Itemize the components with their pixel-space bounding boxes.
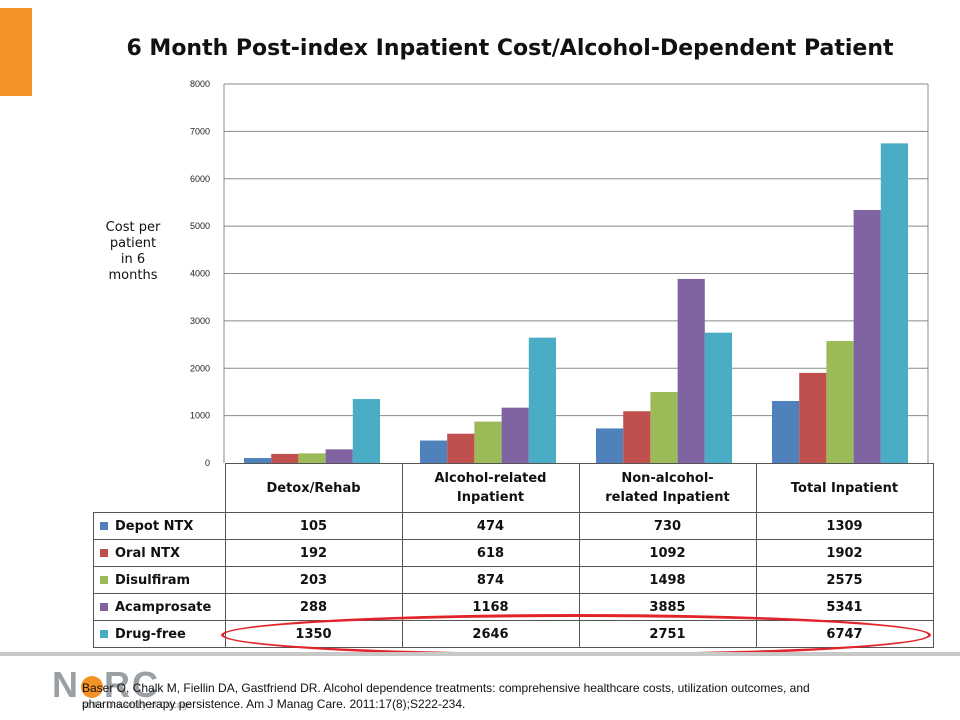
table-row: Disulfiram 203 874 1498 2575 — [93, 566, 934, 594]
logo-text-right: RC — [104, 664, 160, 705]
bar — [880, 143, 908, 463]
data-label: 288 — [224, 593, 403, 621]
y-tick-label: 4000 — [190, 269, 210, 279]
bar — [298, 453, 326, 463]
legend-swatch — [100, 603, 108, 611]
data-label: 618 — [401, 539, 580, 567]
bar — [244, 458, 272, 463]
data-label: 1092 — [578, 539, 757, 567]
data-label: 105 — [224, 512, 403, 540]
y-axis-label-line: Cost per — [105, 220, 161, 235]
legend-entry: Disulfiram — [93, 566, 226, 594]
legend-entry: Oral NTX — [93, 539, 226, 567]
y-tick-label: 5000 — [190, 221, 210, 231]
bar — [447, 433, 475, 463]
x-tick-label: Non-alcohol- related Inpatient — [578, 463, 757, 513]
bar — [704, 332, 732, 463]
x-tick-label: Alcohol-related Inpatient — [401, 463, 580, 513]
data-table: Detox/Rehab Alcohol-related Inpatient Non-… — [93, 463, 934, 648]
data-label: 474 — [401, 512, 580, 540]
bar — [474, 421, 502, 463]
table-row: Oral NTX 192 618 1092 1902 — [93, 539, 934, 567]
y-axis-label-line: in 6 months — [108, 252, 158, 283]
y-tick-label: 0 — [205, 458, 210, 468]
y-tick-label: 6000 — [190, 174, 210, 184]
y-tick-label: 8000 — [190, 79, 210, 89]
bar — [853, 209, 881, 463]
chart-title: 6 Month Post-index Inpatient Cost/Alcoho… — [126, 36, 894, 61]
bar — [826, 341, 854, 463]
x-tick-label: Total Inpatient — [755, 463, 934, 513]
bar — [772, 400, 800, 463]
y-tick-label: 1000 — [190, 411, 210, 421]
legend-entry: Depot NTX — [93, 512, 226, 540]
y-axis-label: Cost per patient in 6 months — [98, 220, 168, 284]
data-label: 192 — [224, 539, 403, 567]
y-axis-label-line: patient — [109, 236, 157, 251]
legend-swatch — [100, 522, 108, 530]
table-header-row: Detox/Rehab Alcohol-related Inpatient Non-… — [93, 463, 934, 513]
bar — [623, 411, 651, 463]
data-label: 730 — [578, 512, 757, 540]
legend-entry: Drug-free — [93, 620, 226, 648]
data-label: 2575 — [755, 566, 934, 594]
legend-entry: Acamprosate — [93, 593, 226, 621]
y-tick-label: 7000 — [190, 126, 210, 136]
data-label: 1902 — [755, 539, 934, 567]
x-tick-label: Detox/Rehab — [224, 463, 403, 513]
bar — [271, 453, 299, 463]
data-label: 203 — [224, 566, 403, 594]
bar — [352, 399, 380, 463]
accent-bar — [0, 8, 32, 96]
bar — [420, 440, 448, 463]
citation: Baser O, Chalk M, Fiellin DA, Gastfriend… — [82, 681, 810, 711]
norc-logo: N RC — [52, 664, 160, 706]
legend-swatch — [100, 549, 108, 557]
bar — [528, 337, 556, 463]
bar — [501, 407, 529, 463]
data-label: 874 — [401, 566, 580, 594]
bar — [650, 392, 678, 463]
highlight-oval — [221, 614, 931, 656]
data-label: 1309 — [755, 512, 934, 540]
table-corner — [93, 463, 226, 513]
table-row: Depot NTX 105 474 730 1309 — [93, 512, 934, 540]
logo-text-left: N — [52, 664, 80, 705]
bar — [325, 449, 353, 463]
legend-swatch — [100, 630, 108, 638]
logo-subtitle: at the University of Chicago — [82, 700, 193, 710]
bar — [677, 278, 705, 463]
footer-divider — [0, 652, 960, 656]
bar — [596, 428, 624, 463]
data-label: 1498 — [578, 566, 757, 594]
y-tick-label: 2000 — [190, 363, 210, 373]
logo-dot-icon — [81, 676, 103, 699]
bar — [799, 372, 827, 463]
legend-swatch — [100, 576, 108, 584]
y-tick-label: 3000 — [190, 316, 210, 326]
data-label: 5341 — [755, 593, 934, 621]
bar-chart: 0 1000 2000 3000 4000 5000 6000 7000 8000 — [190, 79, 929, 468]
